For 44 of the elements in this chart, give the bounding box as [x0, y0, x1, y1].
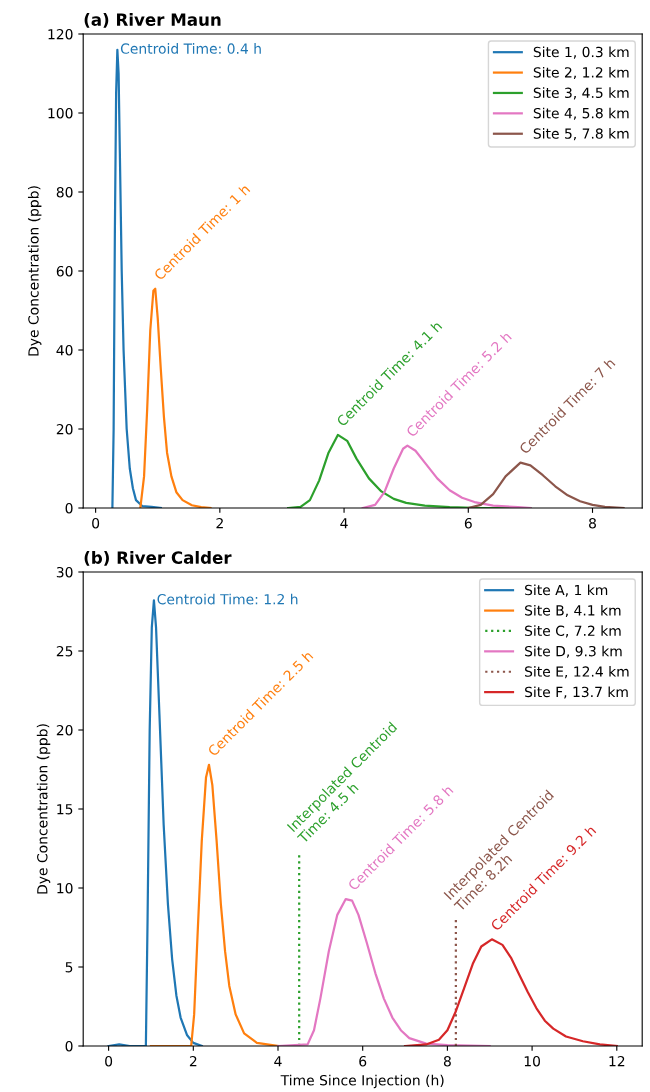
x-tick-label: 10 [524, 1055, 541, 1067]
y-tick-label: 0 [65, 1040, 73, 1052]
y-tick-label: 80 [56, 186, 73, 198]
x-tick-label: 2 [216, 517, 223, 529]
y-tick-label: 30 [56, 566, 73, 578]
chart-title: (a) River Maun [84, 13, 221, 28]
legend-label: Site 1, 0.3 km [533, 46, 629, 59]
legend-label: Site 5, 7.8 km [533, 128, 629, 141]
x-tick-label: 0 [92, 517, 100, 529]
legend-label: Site 3, 4.5 km [533, 87, 629, 100]
x-tick-label: 8 [589, 517, 596, 529]
x-tick-label: 6 [464, 517, 472, 529]
y-tick-label: 20 [56, 724, 73, 736]
x-tick-label: 8 [443, 1055, 451, 1067]
y-tick-label: 120 [48, 28, 73, 40]
y-tick-label: 60 [56, 265, 73, 277]
x-tick-label: 0 [105, 1055, 113, 1067]
y-tick-label: 40 [56, 344, 73, 356]
y-tick-label: 0 [65, 502, 73, 514]
x-tick-label: 4 [274, 1056, 282, 1067]
y-tick-label: 25 [56, 645, 73, 657]
legend-label: Site 4, 5.8 km [533, 107, 629, 120]
legend-label: Site C, 7.2 km [525, 625, 621, 638]
annotation: Centroid Time: 0.4 h [120, 43, 261, 54]
y-tick-label: 5 [65, 962, 73, 973]
legend-label: Site E, 12.4 km [525, 666, 629, 679]
y-tick-label: 10 [57, 882, 73, 894]
y-axis-title: Dye Concentration (ppb) [36, 724, 51, 894]
legend-label: Site D, 9.3 km [525, 645, 622, 658]
y-tick-label: 20 [56, 423, 73, 435]
y-axis-title: Dye Concentration (ppb) [27, 186, 42, 356]
x-tick-label: 4 [340, 518, 348, 529]
legend-label: Site 2, 1.2 km [533, 66, 629, 80]
x-tick-label: 6 [359, 1055, 367, 1067]
x-axis-title: Time Since Injection (h) [280, 1074, 444, 1089]
y-tick-label: 15 [57, 804, 73, 815]
x-tick-label: 12 [609, 1055, 625, 1067]
legend-label: Site A, 1 km [525, 584, 608, 597]
legend-label: Site B, 4.1 km [525, 604, 621, 618]
legend-label: Site F, 13.7 km [525, 686, 628, 699]
x-tick-label: 2 [189, 1055, 197, 1067]
annotation: Centroid Time: 1.2 h [157, 593, 298, 605]
chart-title: (b) River Calder [84, 551, 232, 566]
y-tick-label: 100 [48, 107, 73, 119]
